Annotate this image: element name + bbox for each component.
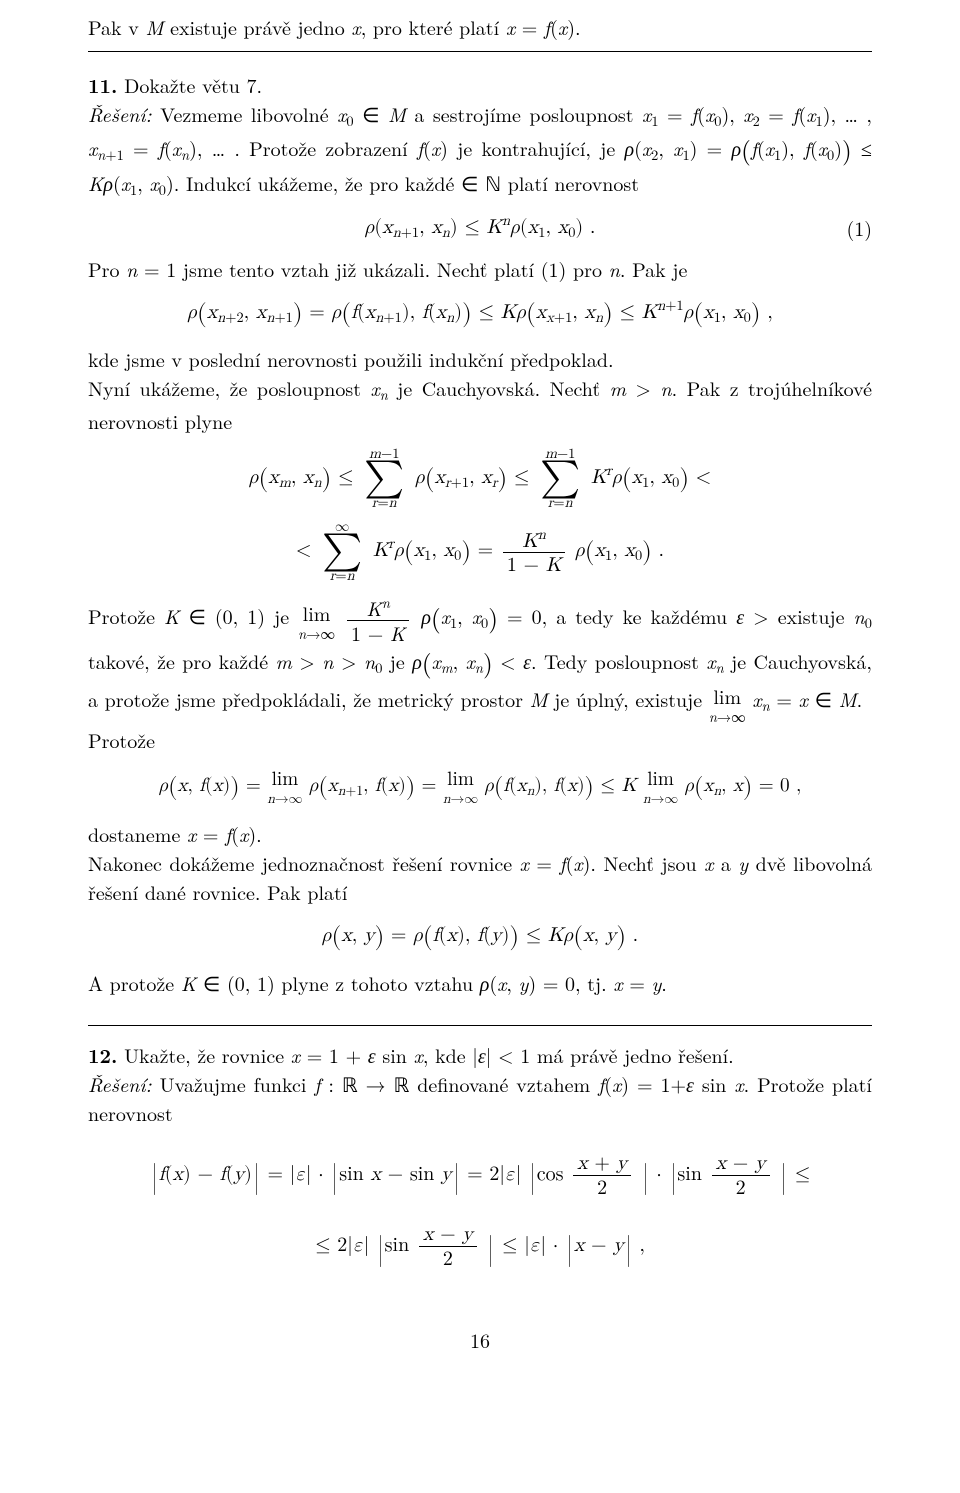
eq-line2: ≤ 2|ε| |sin x − y2 | ≤ |ε| · |x − y| , [315, 1222, 645, 1273]
eq: ρ(xn+1, xn) ≤ Knρ(x1, x0) . [365, 211, 596, 244]
text: Pak v M existuje právě jedno x, pro kter… [88, 12, 581, 41]
sol-label: Řešení: [88, 99, 152, 128]
text: Vezmeme libovolné x0 ∈ M a sestrojíme po… [88, 99, 872, 197]
ex-num: 12. [88, 1040, 117, 1069]
text: Nyní ukážeme, že posloupnost xn je Cauch… [88, 373, 872, 435]
rule-top [88, 51, 872, 52]
ex11-eq3: ρ(xm, xn) ≤ m−1∑r=n ρ(xr+1, xr) ≤ m−1∑r=… [88, 447, 872, 583]
text: A protože K ∈ (0, 1) plyne z tohoto vzta… [88, 968, 667, 997]
ex11-eq5: ρ(x, y) = ρ(f(x), f(y)) ≤ Kρ(x, y) . [88, 918, 872, 955]
eq-line1: |f(x) − f(y)| = |ε| · |sin x − sin y| = … [150, 1151, 811, 1202]
sol-label: Řešení: [88, 1069, 152, 1098]
eq: ρ(x, f(x)) = limn→∞ ρ(xn+1, f(x)) = limn… [159, 776, 802, 795]
ex11-p3: kde jsme v poslední nerovnosti použili i… [88, 344, 872, 373]
top-statement: Pak v M existuje právě jedno x, pro kter… [88, 12, 872, 41]
eq: ρ(xn+2, xn+1) = ρ(f(xn+1), f(xn)) ≤ Kρ(x… [187, 302, 773, 322]
ex11-p7: Nakonec dokážeme jednoznačnost řešení ro… [88, 848, 872, 906]
ex11-p5: Protože K ∈ (0, 1) je limn→∞ Kn1 − K ρ(x… [88, 595, 872, 725]
eq-line1: ρ(xm, xn) ≤ m−1∑r=n ρ(xr+1, xr) ≤ m−1∑r=… [249, 447, 712, 510]
ex12-heading: 12. Ukažte, že rovnice x = 1 + ε sin x, … [88, 1040, 872, 1069]
ex11-eq1: ρ(xn+1, xn) ≤ Knρ(x1, x0) . (1) [88, 211, 872, 244]
ex11-p6: dostaneme x = f(x). [88, 819, 872, 848]
eq: ρ(x, y) = ρ(f(x), f(y)) ≤ Kρ(x, y) . [322, 925, 639, 945]
text: Nakonec dokážeme jednoznačnost řešení ro… [88, 848, 872, 906]
page-number: 16 [88, 1325, 872, 1354]
ex11-eq2: ρ(xn+2, xn+1) = ρ(f(xn+1), f(xn)) ≤ Kρ(x… [88, 295, 872, 332]
ex12-p1: Řešení: Uvažujme funkci f : ℝ → ℝ defino… [88, 1069, 872, 1127]
text: dostaneme x = f(x). [88, 819, 262, 848]
eq-line2: < ∞∑r=n Krρ(x1, x0) = Kn1 − K ρ(x1, x0) … [296, 520, 664, 583]
ex11-p4: Nyní ukážeme, že posloupnost xn je Cauch… [88, 373, 872, 435]
ex11-eq4: ρ(x, f(x)) = limn→∞ ρ(xn+1, f(x)) = limn… [88, 766, 872, 808]
ex-num: 11. [88, 70, 117, 99]
eq-number: (1) [846, 213, 872, 242]
ex11-p2: Pro n = 1 jsme tento vztah již ukázali. … [88, 254, 872, 283]
ex11-p5b: Protože [88, 725, 872, 754]
ex11-heading: 11. Dokažte větu 7. [88, 70, 872, 99]
ex11-p1: Řešení: Vezmeme libovolné x0 ∈ M a sestr… [88, 99, 872, 201]
ex11-p8: A protože K ∈ (0, 1) plyne z tohoto vzta… [88, 968, 872, 997]
page: Pak v M existuje právě jedno x, pro kter… [0, 0, 960, 1414]
text: Uvažujme funkci f : ℝ → ℝ definované vzt… [88, 1069, 872, 1127]
ex-title: Ukažte, že rovnice x = 1 + ε sin x, kde … [124, 1040, 734, 1069]
text: Pro n = 1 jsme tento vztah již ukázali. … [88, 254, 687, 283]
ex12-eq1: |f(x) − f(y)| = |ε| · |sin x − sin y| = … [88, 1151, 872, 1273]
ex-title: Dokažte větu 7. [124, 70, 262, 99]
rule-mid [88, 1025, 872, 1026]
text: Protože K ∈ (0, 1) je limn→∞ Kn1 − K ρ(x… [88, 601, 872, 713]
